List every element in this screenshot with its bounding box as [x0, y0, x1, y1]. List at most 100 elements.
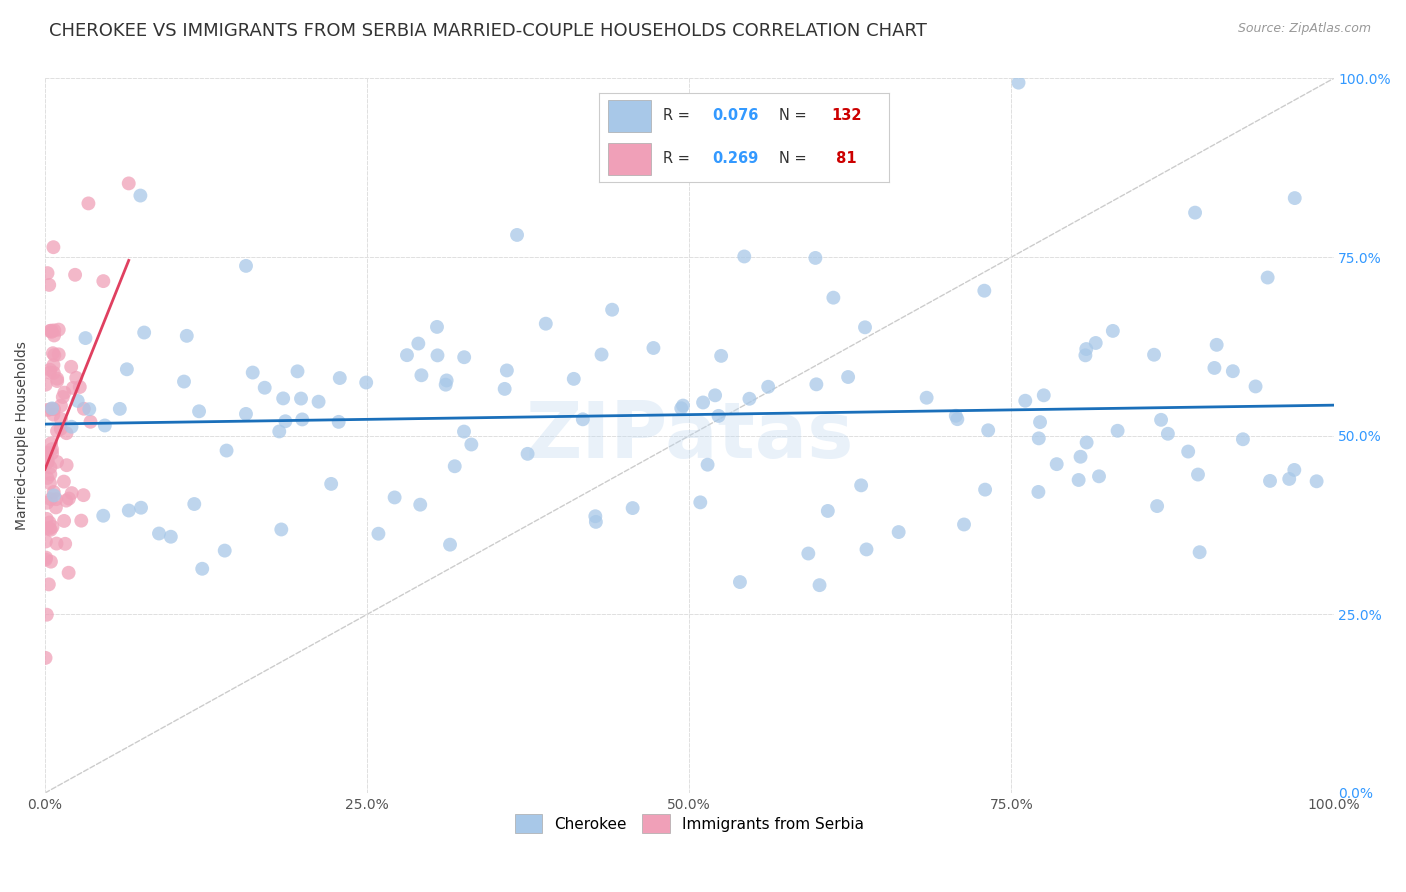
Point [55, 493, 77, 508]
Point [41, 325, 63, 339]
Point [42, 240, 65, 254]
Point [37, 446, 59, 460]
Point [35, 521, 58, 535]
Point [35, 607, 58, 622]
Point [692, 395, 714, 409]
Point [1014, 393, 1036, 408]
Point [321, 476, 343, 491]
Point [1046, 457, 1069, 471]
Point [797, 547, 820, 561]
Point [49, 422, 72, 436]
Point [35, 534, 58, 549]
Point [290, 392, 312, 406]
Point [55, 426, 77, 441]
Point [48, 323, 70, 337]
Point [728, 575, 751, 590]
Point [384, 491, 406, 505]
Point [70, 514, 93, 528]
Point [38, 577, 60, 591]
Point [42, 408, 65, 422]
Point [1232, 432, 1254, 446]
Point [91, 508, 114, 523]
Point [235, 407, 257, 421]
Point [945, 409, 967, 423]
Point [738, 392, 761, 406]
Point [855, 542, 877, 557]
Point [496, 363, 519, 377]
Point [494, 382, 516, 396]
Point [1257, 270, 1279, 285]
Point [270, 523, 292, 537]
Point [849, 478, 872, 492]
Point [1101, 324, 1123, 338]
Point [308, 394, 330, 409]
Point [562, 372, 585, 386]
Point [1076, 435, 1098, 450]
Point [39, 523, 62, 537]
Point [354, 376, 377, 390]
Point [1244, 379, 1267, 393]
Point [1088, 469, 1111, 483]
Point [977, 423, 1000, 437]
Point [41, 442, 63, 457]
Point [1076, 342, 1098, 356]
Point [837, 370, 859, 384]
Point [53, 514, 76, 528]
Point [44, 348, 66, 362]
Point [534, 317, 557, 331]
Point [671, 401, 693, 416]
Point [953, 517, 976, 532]
Point [58, 566, 80, 580]
Point [1032, 388, 1054, 402]
Point [53, 537, 76, 551]
Point [94, 418, 117, 433]
Point [39, 363, 62, 377]
Point [118, 503, 141, 517]
Point [75, 331, 97, 345]
Point [506, 227, 529, 242]
Point [48, 347, 70, 361]
Point [434, 377, 457, 392]
Point [1084, 335, 1107, 350]
Text: CHEROKEE VS IMMIGRANTS FROM SERBIA MARRIED-COUPLE HOUSEHOLDS CORRELATION CHART: CHEROKEE VS IMMIGRANTS FROM SERBIA MARRI… [49, 22, 927, 40]
Text: ZIPatas: ZIPatas [524, 398, 853, 474]
Point [45, 492, 67, 507]
Point [291, 412, 314, 426]
Point [38, 516, 60, 530]
Point [408, 336, 430, 351]
Point [1305, 475, 1327, 489]
Point [38, 366, 60, 380]
Point [35, 552, 58, 566]
Point [42, 485, 65, 500]
Point [271, 392, 294, 406]
Point [443, 459, 465, 474]
Point [118, 177, 141, 191]
Point [1177, 444, 1199, 458]
Point [411, 368, 433, 383]
Point [915, 391, 938, 405]
Point [35, 550, 58, 565]
Point [808, 578, 831, 592]
Point [129, 188, 152, 202]
Point [66, 393, 89, 408]
Point [55, 458, 77, 473]
Point [79, 402, 101, 417]
Point [817, 504, 839, 518]
Point [58, 491, 80, 506]
Point [176, 329, 198, 343]
Point [853, 320, 876, 334]
Point [77, 196, 100, 211]
Point [426, 319, 449, 334]
Point [1184, 205, 1206, 219]
Point [183, 497, 205, 511]
Point [79, 415, 101, 429]
Point [600, 302, 623, 317]
Point [253, 381, 276, 395]
Point [39, 436, 62, 450]
Point [41, 446, 63, 460]
Point [1258, 474, 1281, 488]
Point [188, 404, 211, 418]
Point [191, 562, 214, 576]
Point [1222, 364, 1244, 378]
Point [328, 415, 350, 429]
